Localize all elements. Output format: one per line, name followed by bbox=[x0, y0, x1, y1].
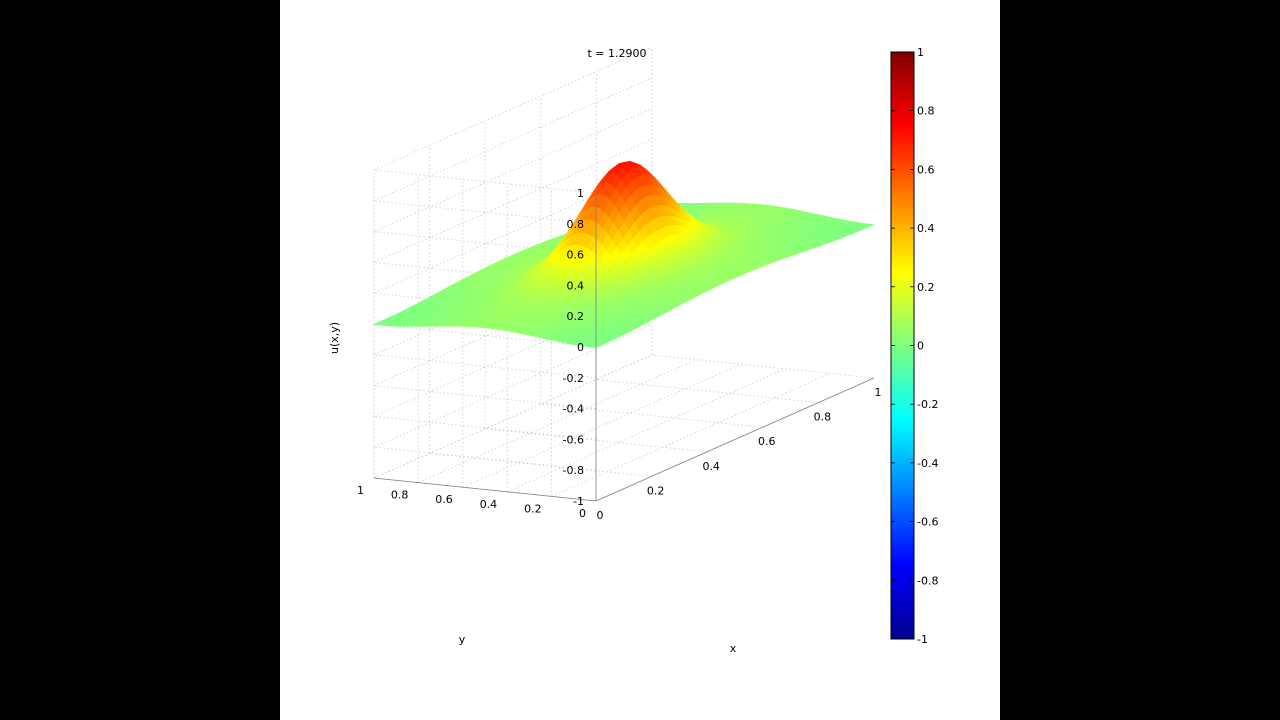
surface-plot: 0 0.2 0.4 0.6 0.8 1 0 0.2 0.4 0.6 0.8 1 -1 -0.8 -0.6 -0… bbox=[328, 46, 938, 655]
figure-window: 0 0.2 0.4 0.6 0.8 1 0 0.2 0.4 0.6 0.8 1 -1 -0.8 -0.6 -0… bbox=[280, 0, 1000, 720]
colorbar-tick-label: 0.2 bbox=[917, 281, 935, 294]
tick-labels: 0 0.2 0.4 0.6 0.8 1 0 0.2 0.4 0.6 0.8 1 -1 -0.8 -0.6 -0… bbox=[357, 187, 882, 522]
chart-title: t = 1.2900 bbox=[587, 47, 646, 60]
z-tick-label: 0.6 bbox=[567, 249, 585, 262]
grid-line bbox=[373, 385, 597, 409]
colorbar-tick-label: -0.6 bbox=[917, 516, 938, 529]
surface-mesh bbox=[372, 161, 876, 348]
colorbar-tick-label: -0.8 bbox=[917, 574, 938, 587]
grid-line bbox=[373, 46, 653, 171]
grid-line bbox=[540, 403, 763, 428]
z-tick-label: 0.2 bbox=[567, 310, 585, 323]
grid-line bbox=[373, 446, 597, 471]
colorbar-tick-label: 0.4 bbox=[917, 222, 935, 235]
x-axis-line bbox=[595, 377, 875, 502]
grid-line bbox=[651, 354, 875, 379]
grid-line bbox=[373, 416, 597, 440]
x-axis-label: x bbox=[730, 642, 737, 655]
colorbar-tick-label: 0.6 bbox=[917, 163, 935, 176]
grid-line bbox=[429, 453, 652, 477]
colorbar-tick-label: -0.2 bbox=[917, 398, 938, 411]
grid-line bbox=[596, 379, 819, 403]
z-tick-label: 0.4 bbox=[567, 279, 585, 292]
grid-line bbox=[373, 108, 653, 232]
grid-line bbox=[551, 373, 830, 497]
y-tick-label: 0.2 bbox=[524, 502, 542, 515]
grid-line bbox=[373, 139, 653, 263]
grid-line bbox=[485, 428, 708, 453]
z-tick-label: -1 bbox=[573, 495, 584, 508]
grid-line bbox=[462, 363, 741, 488]
x-tick-label: 0.4 bbox=[702, 460, 720, 473]
grid-line bbox=[373, 77, 653, 202]
z-tick-label: -0.4 bbox=[563, 403, 584, 416]
y-tick-label: 0 bbox=[579, 507, 586, 520]
colorbar-tick-label: 1 bbox=[917, 46, 924, 59]
colorbar-tick-label: -0.4 bbox=[917, 457, 938, 470]
y-tick-label: 0.4 bbox=[480, 498, 498, 511]
z-tick-label: 0 bbox=[577, 341, 584, 354]
z-tick-label: 1 bbox=[577, 187, 584, 200]
colorbar-ticks: 1 0.8 0.6 0.4 0.2 0 -0.2 -0.4 -0.6 -0.8 -1 bbox=[891, 46, 938, 646]
y-tick-label: 0.6 bbox=[435, 493, 453, 506]
y-tick-label: 1 bbox=[357, 484, 364, 497]
x-tick-label: 0.6 bbox=[758, 435, 776, 448]
x-tick-label: 0.8 bbox=[814, 411, 832, 424]
grid-line bbox=[373, 323, 653, 448]
y-tick-label: 0.8 bbox=[391, 489, 409, 502]
x-tick-label: 0.2 bbox=[647, 484, 665, 497]
grid-line bbox=[373, 200, 597, 225]
colorbar-tick-label: 0.8 bbox=[917, 105, 935, 118]
z-tick-label: -0.2 bbox=[563, 372, 584, 385]
colorbar-tick-label: 0 bbox=[917, 340, 924, 353]
z-tick-label: 0.8 bbox=[567, 218, 585, 231]
z-tick-label: -0.8 bbox=[563, 464, 584, 477]
x-tick-label: 0 bbox=[597, 509, 604, 522]
axis-box bbox=[373, 193, 875, 502]
grid-line bbox=[373, 354, 653, 479]
y-axis-line bbox=[373, 477, 597, 502]
colorbar-tick-label: -1 bbox=[917, 633, 928, 646]
surface-patch bbox=[590, 344, 603, 348]
x-tick-label: 1 bbox=[875, 386, 882, 399]
grid-line bbox=[418, 359, 697, 483]
grid-line bbox=[373, 354, 597, 379]
grid-line bbox=[373, 354, 653, 479]
grid-line bbox=[373, 169, 597, 194]
grid-line bbox=[507, 368, 786, 493]
z-axis-label: u(x,y) bbox=[328, 322, 341, 354]
y-axis-label: y bbox=[459, 633, 466, 646]
grid-line bbox=[373, 323, 597, 348]
z-tick-label: -0.6 bbox=[563, 433, 584, 446]
